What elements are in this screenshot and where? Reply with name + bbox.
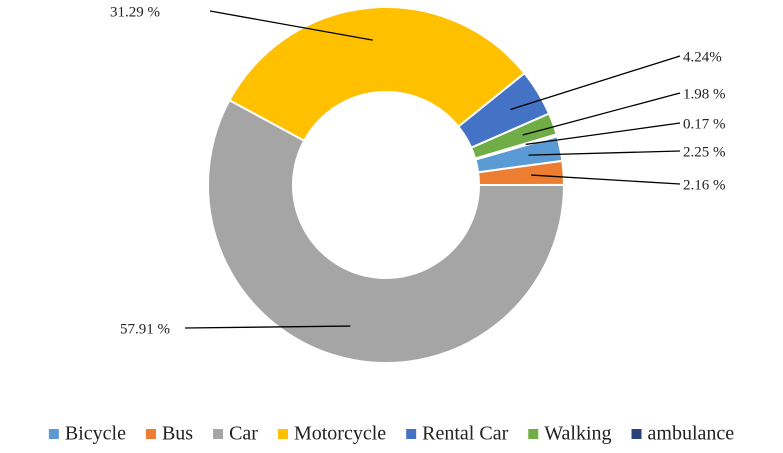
- value-label: 1.98 %: [683, 86, 726, 102]
- legend-swatch: [406, 429, 417, 439]
- legend-label: Bus: [162, 423, 193, 445]
- legend-swatch: [277, 429, 288, 439]
- leader-line: [531, 174, 681, 185]
- legend-label: Rental Car: [422, 423, 508, 445]
- leader-line: [525, 122, 681, 146]
- leader-line: [522, 92, 681, 136]
- value-label: 31.29 %: [110, 4, 160, 20]
- legend-label: Walking: [544, 423, 611, 445]
- value-label: 2.16 %: [683, 177, 726, 193]
- value-label: 4.24%: [683, 49, 722, 65]
- leader-line: [510, 55, 681, 111]
- legend-swatch: [528, 429, 539, 439]
- legend-swatch: [145, 429, 156, 439]
- legend-swatch: [631, 429, 642, 439]
- legend-label: Bicycle: [65, 423, 126, 445]
- donut-slice: [207, 98, 566, 364]
- value-label: 2.25 %: [683, 144, 726, 160]
- legend-label: Car: [229, 423, 258, 445]
- legend-swatch: [213, 429, 224, 439]
- legend-label: Motorcycle: [294, 423, 386, 445]
- legend: Bicycle Bus Car Motorcycle Rental Car Walking…: [48, 423, 735, 445]
- donut-slice: [473, 133, 559, 161]
- leader-line: [184, 325, 351, 329]
- legend-label: ambulance: [648, 423, 735, 445]
- value-label: 57.91 %: [120, 321, 170, 337]
- value-label: 0.17 %: [683, 116, 726, 132]
- leader-line: [209, 10, 373, 41]
- leader-line: [528, 150, 681, 156]
- donut-slice: [228, 6, 526, 143]
- legend-swatch: [48, 429, 59, 439]
